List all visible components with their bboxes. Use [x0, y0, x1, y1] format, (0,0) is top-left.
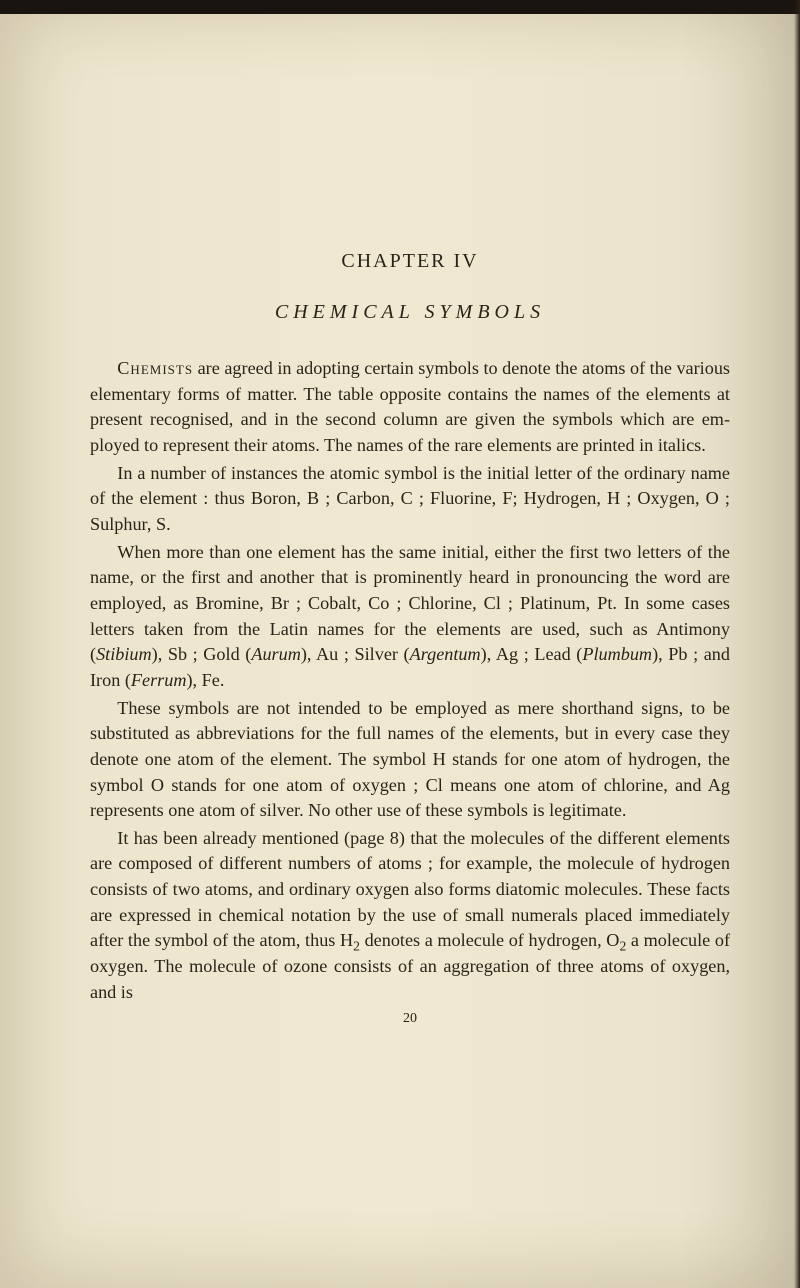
- paragraph-text: denotes a mole­cule of hydrogen, O: [360, 930, 620, 950]
- paragraph-2: In a number of instances the atomic symb…: [90, 461, 730, 538]
- lead-word: Chemists: [117, 358, 193, 378]
- paragraph-text: ), Sb ; Gold (: [152, 644, 252, 664]
- latin-term: Argentum: [410, 644, 481, 664]
- paragraph-4: These symbols are not intended to be emp…: [90, 696, 730, 824]
- paragraph-text: ), Fe.: [186, 670, 224, 690]
- chapter-heading: CHAPTER IV: [90, 250, 730, 273]
- paragraph-5: It has been already mentioned (page 8) t…: [90, 826, 730, 1006]
- latin-term: Ferrum: [131, 670, 187, 690]
- subscript: 2: [353, 939, 360, 954]
- latin-term: Plumbum: [582, 644, 652, 664]
- page-number: 20: [90, 1011, 730, 1027]
- paragraph-text: ), Au ; Silver (: [301, 644, 410, 664]
- latin-term: Stibium: [96, 644, 152, 664]
- page-content: CHAPTER IV CHEMICAL SYMBOLS Chemists are…: [0, 0, 800, 1288]
- paragraph-3: When more than one element has the same …: [90, 540, 730, 694]
- latin-term: Aurum: [251, 644, 301, 664]
- body-text: Chemists are agreed in adopting certain …: [90, 356, 730, 1005]
- chapter-title: CHEMICAL SYMBOLS: [90, 301, 730, 324]
- paragraph-text: ), Ag ; Lead (: [481, 644, 583, 664]
- paragraph-1: Chemists are agreed in adopting certain …: [90, 356, 730, 459]
